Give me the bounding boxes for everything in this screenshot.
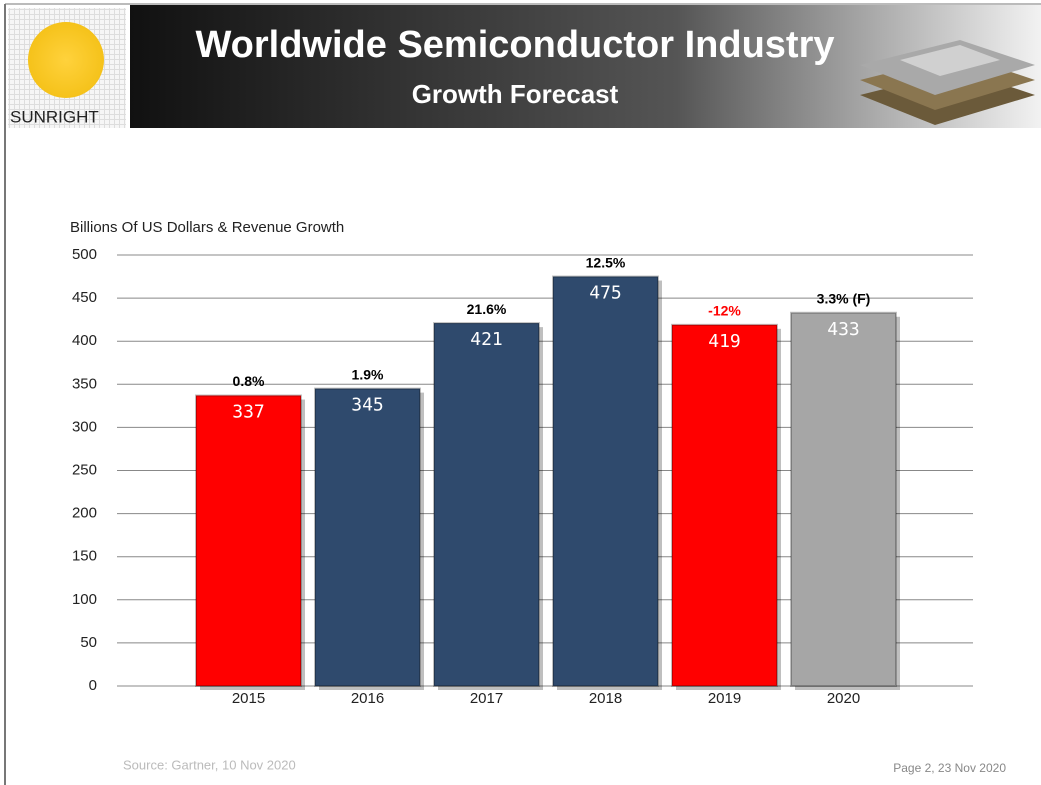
bar	[671, 323, 778, 687]
y-tick-label: 350	[72, 375, 97, 392]
data-label: 345	[351, 395, 384, 416]
data-label: 421	[470, 329, 503, 350]
slide-title: Worldwide Semiconductor Industry	[195, 24, 834, 66]
page-note: Page 2, 23 Nov 2020	[893, 761, 1006, 775]
y-tick-label: 500	[72, 246, 97, 263]
x-tick-label: 2019	[708, 690, 741, 707]
chip-icon	[860, 40, 1035, 125]
data-label: 475	[589, 283, 622, 304]
y-axis-label: Billions Of US Dollars & Revenue Growth	[70, 219, 344, 236]
x-tick-label: 2016	[351, 690, 384, 707]
bar	[195, 394, 302, 687]
bar	[790, 311, 897, 687]
data-label: 433	[827, 319, 860, 340]
y-tick-label: 100	[72, 591, 97, 608]
source-note: Source: Gartner, 10 Nov 2020	[123, 757, 296, 772]
y-tick-label: 250	[72, 461, 97, 478]
slide-subtitle: Growth Forecast	[412, 79, 619, 109]
growth-label: 12.5%	[586, 254, 626, 270]
logo-sun	[28, 22, 104, 98]
data-label: 337	[232, 402, 265, 423]
bar	[552, 275, 659, 687]
growth-label: 0.8%	[233, 373, 265, 389]
x-tick-label: 2015	[232, 690, 265, 707]
growth-label: 3.3% (F)	[817, 290, 871, 306]
y-tick-label: 200	[72, 505, 97, 522]
growth-label: -12%	[708, 303, 741, 319]
data-label: 419	[708, 331, 741, 352]
growth-label: 1.9%	[352, 366, 384, 382]
logo-text: SUNRIGHT	[10, 107, 99, 126]
x-tick-label: 2018	[589, 690, 622, 707]
x-tick-label: 2020	[827, 690, 860, 707]
bar	[314, 387, 421, 687]
bar	[433, 322, 540, 687]
x-tick-label: 2017	[470, 690, 503, 707]
growth-label: 21.6%	[467, 301, 507, 317]
y-tick-label: 400	[72, 332, 97, 349]
plot: 0 50 100 150 200 250 300 350 400 450 500 337 0.8% 201…	[72, 246, 973, 707]
y-tick-label: 450	[72, 289, 97, 306]
y-tick-label: 50	[80, 634, 97, 651]
y-tick-label: 300	[72, 418, 97, 435]
y-tick-label: 0	[89, 677, 97, 694]
y-tick-label: 150	[72, 548, 97, 565]
